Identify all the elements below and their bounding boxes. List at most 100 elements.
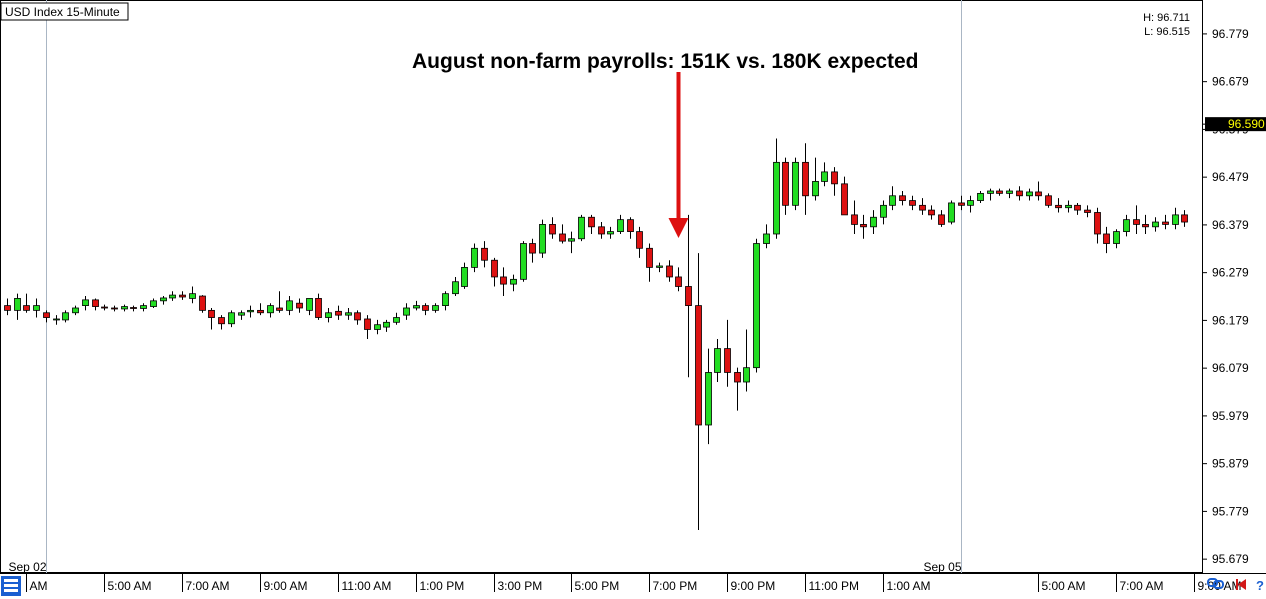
x-tick-label-7: 5:00 PM (575, 579, 620, 593)
candle-97 (948, 200, 955, 225)
bottom-toolbar: ? (1207, 578, 1264, 593)
x-tick-label-1: 5:00 AM (108, 579, 152, 593)
candle-86 (841, 176, 848, 216)
candle-50 (491, 257, 498, 287)
y-tick-label-8: 95.979 (1212, 409, 1249, 423)
candle-9 (92, 298, 99, 311)
candle-89 (870, 210, 877, 234)
candle-30 (296, 298, 303, 313)
candle-24 (238, 310, 245, 320)
candle-49 (481, 241, 488, 268)
menu-icon[interactable] (1, 576, 21, 596)
candle-104 (1016, 186, 1023, 201)
candle-83 (812, 157, 819, 201)
candle-3 (33, 298, 40, 318)
link-icon[interactable] (1207, 578, 1224, 589)
candle-51 (500, 267, 507, 297)
candle-52 (510, 274, 517, 292)
candle-41 (403, 303, 410, 320)
candle-103 (1006, 188, 1013, 199)
arrow-back-icon[interactable] (1236, 579, 1246, 590)
candle-100 (977, 191, 984, 203)
candle-82 (802, 143, 809, 215)
candle-46 (452, 276, 459, 297)
candle-59 (578, 214, 585, 242)
candle-40 (393, 312, 400, 325)
candle-62 (607, 226, 614, 239)
candle-42 (413, 300, 420, 311)
candle-96 (938, 210, 945, 227)
candle-94 (919, 198, 926, 215)
y-tick-label-4: 96.379 (1212, 218, 1249, 232)
candle-34 (335, 305, 342, 320)
y-tick-label-5: 96.279 (1212, 266, 1249, 280)
candle-85 (831, 167, 838, 196)
candle-5 (53, 315, 60, 325)
candle-95 (928, 205, 935, 220)
candle-116 (1133, 205, 1140, 234)
candle-37 (364, 315, 371, 340)
x-tick-label-9: 9:00 PM (731, 579, 776, 593)
x-tick-label-13: 7:00 AM (1120, 579, 1164, 593)
x-tick-label-6: 3:00 PM (498, 579, 543, 593)
candle-115 (1123, 214, 1130, 237)
candle-99 (967, 195, 974, 213)
x-tick-label-10: 11:00 PM (809, 579, 859, 593)
day-separators: Sep 02 Sep 05 (9, 0, 962, 574)
candle-106 (1035, 181, 1042, 201)
candle-79 (773, 138, 780, 239)
y-tick-label-3: 96.479 (1212, 170, 1249, 184)
candle-0 (4, 298, 11, 316)
candle-92 (899, 191, 906, 206)
candle-32 (315, 293, 322, 320)
candle-18 (179, 291, 186, 300)
price-marker-label: 96.590 (1228, 117, 1265, 131)
candle-21 (208, 307, 215, 330)
candle-72 (705, 348, 712, 445)
candle-101 (987, 188, 994, 201)
candle-22 (218, 315, 225, 330)
candle-36 (354, 310, 361, 325)
x-tick-label-3: 9:00 AM (264, 579, 308, 593)
candle-38 (374, 319, 381, 335)
chart-title: USD Index 15-Minute (5, 5, 120, 19)
candle-64 (627, 217, 634, 239)
candle-121 (1181, 210, 1188, 227)
event-arrow-head (668, 218, 689, 238)
candle-81 (792, 157, 799, 211)
candle-109 (1065, 200, 1072, 213)
y-axis: 96.77996.67996.57996.47996.37996.27996.1… (1202, 27, 1249, 566)
x-tick-label-0: AM (30, 579, 48, 593)
candle-47 (461, 262, 468, 289)
candle-17 (169, 291, 176, 301)
candle-102 (996, 188, 1003, 196)
candle-88 (860, 214, 867, 239)
candle-77 (753, 238, 760, 373)
candle-8 (82, 296, 89, 311)
candle-108 (1055, 198, 1062, 213)
candle-61 (598, 222, 605, 239)
candle-75 (734, 367, 741, 411)
candle-4 (43, 310, 50, 323)
candle-20 (199, 295, 206, 313)
y-tick-label-9: 95.879 (1212, 457, 1249, 471)
candle-68 (666, 260, 673, 282)
plot-area[interactable] (0, 0, 1203, 573)
candles (4, 138, 1188, 531)
high-label: H: 96.711 (1143, 12, 1190, 24)
candle-76 (743, 329, 750, 392)
y-tick-label-1: 96.679 (1212, 75, 1249, 89)
candle-33 (325, 307, 332, 323)
candle-13 (130, 305, 137, 312)
y-tick-label-10: 95.779 (1212, 504, 1249, 518)
candle-27 (267, 303, 274, 318)
candle-54 (529, 238, 536, 263)
candle-63 (617, 214, 624, 234)
candle-35 (345, 307, 352, 320)
help-icon[interactable]: ? (1256, 578, 1264, 593)
candle-57 (559, 224, 566, 244)
candle-120 (1172, 207, 1179, 230)
candle-58 (568, 231, 575, 254)
candle-114 (1113, 229, 1120, 249)
price-marker-box (1205, 117, 1266, 132)
